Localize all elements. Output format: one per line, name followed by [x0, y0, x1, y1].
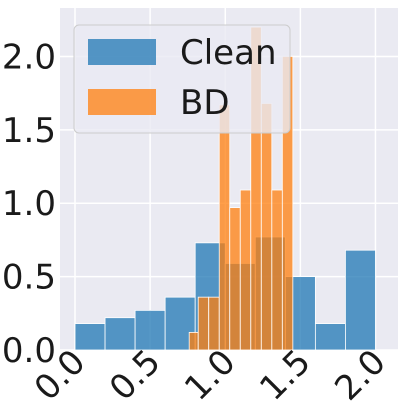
y-tick-label: 0.5: [2, 258, 56, 298]
legend: Clean BD: [73, 24, 291, 134]
x-axis: 0.0 0.5 1.0 1.5 2.0: [27, 342, 394, 409]
bar-bd-3: [218, 104, 231, 351]
x-tick-label: 2.0: [327, 342, 394, 409]
bar-bd-4: [229, 207, 241, 351]
x-tick-label: 0.5: [102, 342, 169, 409]
y-tick-label: 2.0: [2, 37, 56, 77]
bar-bd-7: [260, 103, 273, 351]
y-tick-label: 1.0: [2, 184, 56, 224]
bar-bd-0: [188, 331, 199, 351]
legend-label-bd: BD: [180, 83, 230, 123]
y-tick-label: 1.5: [2, 111, 56, 151]
x-tick-label: 1.5: [252, 342, 319, 409]
legend-swatch-clean: [88, 39, 156, 65]
y-axis: 0.0 0.5 1.0 1.5 2.0: [2, 37, 56, 371]
bar-clean-0: [74, 323, 106, 351]
bar-bd-1: [197, 296, 210, 351]
bar-clean-1: [104, 317, 136, 351]
bar-clean-2: [134, 309, 166, 351]
bar-bd-8: [271, 189, 283, 351]
bar-clean-9: [345, 249, 376, 351]
legend-swatch-bd: [88, 89, 156, 115]
bar-bd-5: [239, 189, 252, 351]
legend-label-clean: Clean: [180, 33, 277, 73]
bar-clean-8: [314, 323, 346, 351]
bars: [74, 26, 376, 351]
x-tick-label: 1.0: [177, 342, 244, 409]
y-tick-label: 0.0: [2, 331, 56, 371]
